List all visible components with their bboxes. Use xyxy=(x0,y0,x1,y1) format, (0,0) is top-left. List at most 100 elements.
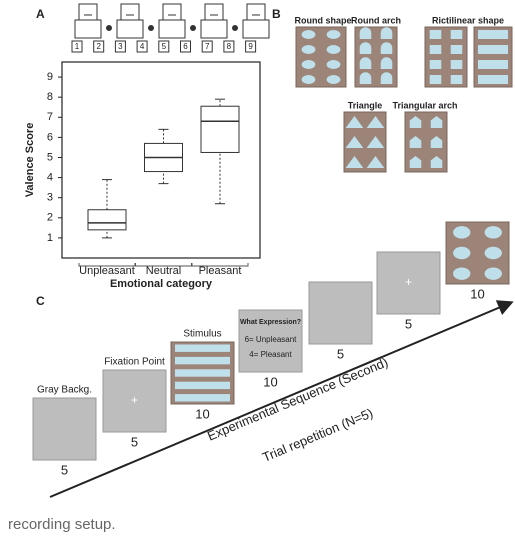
scale-box xyxy=(201,40,213,53)
shape xyxy=(301,60,316,69)
shape xyxy=(345,156,364,168)
option: 6= Unpleasant xyxy=(245,335,298,344)
scale-box xyxy=(136,40,148,53)
caption: recording setup. xyxy=(8,516,116,533)
shape xyxy=(409,136,422,148)
step-duration: 5 xyxy=(405,316,412,331)
sam-body xyxy=(116,19,144,39)
scale-number: 9 xyxy=(248,42,253,51)
sam-head xyxy=(204,3,224,21)
shape xyxy=(478,45,508,54)
stimulus-image xyxy=(473,26,513,88)
box xyxy=(87,209,127,231)
stimulus-image xyxy=(445,221,510,285)
shape xyxy=(380,42,393,54)
step-duration: 10 xyxy=(195,406,209,421)
shape xyxy=(484,267,502,280)
y-tick-label: 8 xyxy=(47,91,53,103)
y-tick-label: 7 xyxy=(47,111,53,123)
shape xyxy=(429,75,442,84)
scale-number: 2 xyxy=(96,42,101,51)
shape xyxy=(301,75,316,84)
shape xyxy=(430,156,443,168)
shape xyxy=(366,156,385,168)
scale-box xyxy=(114,40,126,53)
step-duration: 10 xyxy=(470,286,484,301)
x-tick-label: Neutral xyxy=(146,265,181,277)
fixation-cross: + xyxy=(405,275,412,289)
scale-number: 3 xyxy=(118,42,123,51)
shape xyxy=(359,57,372,69)
screen xyxy=(32,397,97,461)
shape xyxy=(326,30,341,39)
shape xyxy=(380,72,393,84)
y-tick-label: 6 xyxy=(47,131,53,143)
sam-dot xyxy=(148,25,154,31)
scale-number: 1 xyxy=(75,42,80,51)
sam-dot xyxy=(106,25,112,31)
stimulus-label: Round arch xyxy=(351,15,401,25)
sam-head xyxy=(246,3,266,21)
screen xyxy=(238,309,303,373)
stimulus-image xyxy=(404,111,448,173)
stimulus-label: Triangle xyxy=(348,100,383,110)
sam-body xyxy=(200,19,228,39)
shape xyxy=(175,394,230,402)
panel-label: C xyxy=(36,294,45,308)
shape xyxy=(301,45,316,54)
shape xyxy=(175,381,230,390)
shape xyxy=(175,344,230,352)
stimulus-label: Rictilinear shape xyxy=(432,15,504,25)
shape xyxy=(429,30,442,39)
scale-box xyxy=(158,40,170,53)
question: What Expression? xyxy=(240,319,301,326)
shape xyxy=(359,27,372,39)
y-tick-label: 9 xyxy=(47,71,53,83)
shape xyxy=(450,60,463,69)
shape xyxy=(359,42,372,54)
stimulus-image xyxy=(295,26,347,88)
shape xyxy=(453,267,471,280)
shape xyxy=(366,136,385,148)
shape xyxy=(359,72,372,84)
shape xyxy=(326,45,341,54)
box xyxy=(200,105,240,153)
scale-box xyxy=(180,40,191,53)
scale-number: 6 xyxy=(183,42,188,51)
shape xyxy=(450,45,463,54)
stimulus-image xyxy=(343,111,387,173)
shape xyxy=(453,246,471,260)
shape xyxy=(409,116,422,128)
sam-head xyxy=(78,3,98,21)
y-tick-label: 4 xyxy=(47,171,53,183)
shape xyxy=(453,226,471,239)
shape xyxy=(409,156,422,168)
shape xyxy=(366,116,385,128)
shape xyxy=(429,45,442,54)
panel-label: B xyxy=(272,7,281,21)
stimulus-image xyxy=(170,341,235,405)
step-label: Fixation Point xyxy=(104,357,165,368)
stimulus-label: Round shape xyxy=(294,15,351,25)
screen xyxy=(376,251,441,315)
screen xyxy=(308,281,373,345)
step-label: Gray Backg. xyxy=(37,385,92,396)
scale-number: 7 xyxy=(205,42,210,51)
shape xyxy=(429,60,442,69)
x-tick-label: Pleasant xyxy=(199,265,242,277)
y-tick-label: 1 xyxy=(47,232,53,244)
shape xyxy=(484,246,502,260)
fixation-cross: + xyxy=(131,393,138,407)
shape xyxy=(380,57,393,69)
scale-number: 4 xyxy=(140,42,145,51)
step-duration: 5 xyxy=(131,434,138,449)
y-tick-label: 3 xyxy=(47,192,53,204)
shape xyxy=(484,226,502,239)
step-duration: 5 xyxy=(61,462,68,477)
sam-body xyxy=(158,19,186,39)
shape xyxy=(478,60,508,69)
scale-number: 8 xyxy=(227,42,232,51)
option: 4= Pleasant xyxy=(249,350,292,359)
sam-dot xyxy=(190,25,196,31)
stimulus-image xyxy=(354,26,398,88)
